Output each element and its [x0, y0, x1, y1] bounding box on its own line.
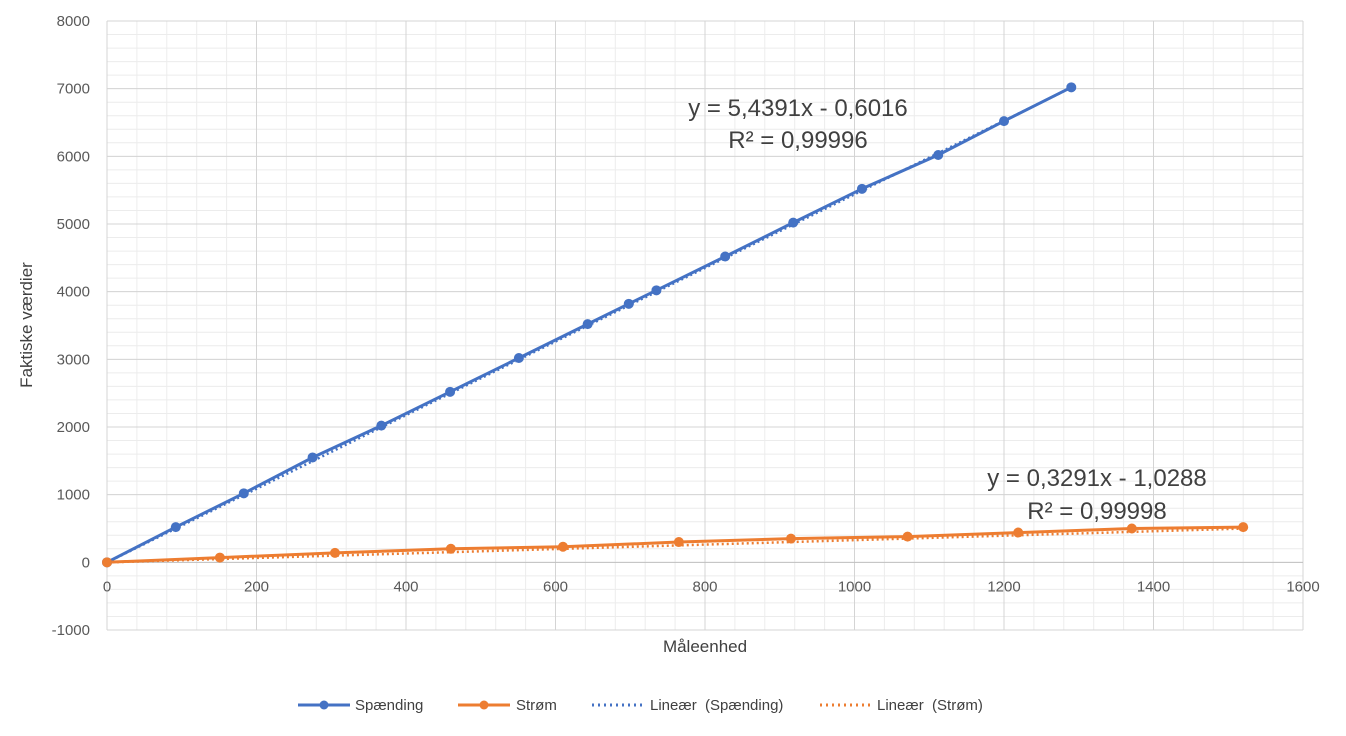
- legend-item-linear-strom[interactable]: Lineær (Strøm): [820, 697, 983, 714]
- y-tick-label: 7000: [57, 81, 90, 98]
- legend-label-linear-spaending: Lineær (Spænding): [650, 697, 783, 714]
- data-point-strom: [557, 541, 568, 552]
- legend-marker-strom: [479, 700, 489, 710]
- x-tick-label: 800: [692, 578, 717, 595]
- y-tick-label: 6000: [57, 148, 90, 165]
- x-tick-label: 1400: [1137, 578, 1170, 595]
- x-tick-label: 0: [103, 578, 111, 595]
- legend: Spænding Strøm Lineær (Spænding) Lineær …: [298, 697, 983, 714]
- data-point-strom: [214, 552, 225, 563]
- data-point-spaending: [170, 522, 181, 533]
- x-tick-label: 200: [244, 578, 269, 595]
- legend-item-linear-spaending[interactable]: Lineær (Spænding): [592, 697, 783, 714]
- x-tick-label: 1000: [838, 578, 871, 595]
- data-point-spaending: [999, 116, 1009, 127]
- series-line-spaending: [106, 85, 1072, 564]
- x-tick-label: 1200: [987, 578, 1020, 595]
- series-points: [102, 82, 1249, 568]
- legend-label-strom: Strøm: [516, 697, 557, 714]
- y-tick-label: 1000: [57, 487, 90, 504]
- y-tick-label: 0: [82, 554, 90, 571]
- data-point-spaending: [623, 298, 634, 309]
- data-point-spaending: [445, 386, 456, 397]
- x-tick-label: 1600: [1286, 578, 1319, 595]
- y-axis-title: Faktiske værdier: [17, 262, 36, 388]
- data-point-strom: [1126, 523, 1137, 534]
- data-point-strom: [102, 557, 112, 568]
- trendline-r2-strom: R² = 0,99998: [1027, 498, 1166, 525]
- data-point-spaending: [582, 319, 593, 330]
- data-point-strom: [329, 547, 340, 558]
- data-point-spaending: [513, 352, 524, 363]
- data-point-strom: [785, 533, 796, 544]
- legend-item-spaending[interactable]: Spænding: [298, 697, 423, 714]
- data-point-strom: [902, 531, 913, 542]
- data-point-spaending: [376, 420, 387, 431]
- data-point-spaending: [651, 285, 662, 296]
- data-point-spaending: [856, 183, 867, 194]
- data-point-strom: [1238, 522, 1249, 533]
- y-tick-label: 5000: [57, 216, 90, 233]
- y-tick-label: -1000: [52, 622, 90, 639]
- x-axis-title: Måleenhed: [663, 637, 747, 656]
- x-tick-label: 400: [393, 578, 418, 595]
- data-point-spaending: [238, 488, 249, 499]
- x-tick-labels: 0 200 400 600 800 1000 1200 1400 1600: [103, 578, 1320, 595]
- legend-label-linear-strom: Lineær (Strøm): [877, 697, 983, 714]
- data-point-spaending: [933, 149, 944, 160]
- data-point-spaending: [1066, 82, 1077, 93]
- y-tick-label: 3000: [57, 351, 90, 368]
- data-point-spaending: [720, 251, 731, 262]
- y-tick-labels: -1000 0 1000 2000 3000 4000 5000 6000 7000 8000: [52, 13, 90, 639]
- legend-item-strom[interactable]: Strøm: [458, 697, 557, 714]
- data-point-spaending: [788, 217, 799, 228]
- data-point-strom: [673, 537, 684, 548]
- data-point-strom: [445, 543, 456, 554]
- legend-label-spaending: Spænding: [355, 697, 423, 714]
- y-tick-label: 8000: [57, 13, 90, 30]
- data-point-strom: [1013, 527, 1024, 538]
- trendline-r2-spaending: R² = 0,99996: [728, 127, 867, 154]
- trendline-equation-strom: y = 0,3291x - 1,0288: [987, 465, 1207, 492]
- y-tick-label: 4000: [57, 284, 90, 301]
- legend-marker-spaending: [319, 700, 329, 710]
- data-point-spaending: [307, 452, 318, 463]
- trendline-equation-spaending: y = 5,4391x - 0,6016: [688, 95, 908, 122]
- x-tick-label: 600: [543, 578, 568, 595]
- y-tick-label: 2000: [57, 419, 90, 436]
